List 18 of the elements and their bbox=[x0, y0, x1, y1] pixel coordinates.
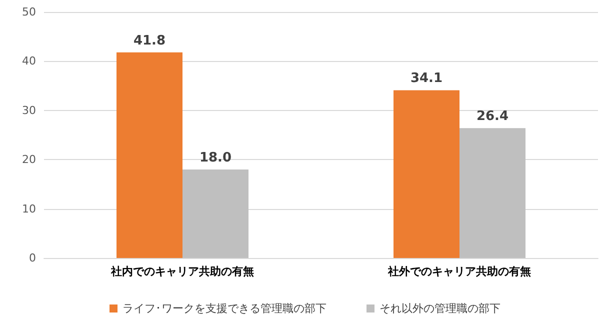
y-tick-label: 30 bbox=[22, 104, 36, 117]
y-tick-label: 40 bbox=[22, 54, 36, 68]
y-tick-label: 10 bbox=[22, 202, 36, 216]
bar bbox=[394, 90, 460, 258]
x-tick-label: 社外でのキャリア共助の有無 bbox=[387, 265, 531, 278]
data-label: 26.4 bbox=[476, 109, 509, 124]
legend-label: それ以外の管理職の部下 bbox=[380, 302, 500, 315]
data-label: 41.8 bbox=[133, 33, 166, 48]
y-tick-label: 20 bbox=[22, 153, 36, 166]
legend-label: ライフ･ワークを支援できる管理職の部下 bbox=[122, 302, 326, 315]
bar bbox=[116, 52, 182, 258]
bar bbox=[182, 169, 248, 258]
x-tick-label: 社内でのキャリア共助の有無 bbox=[110, 265, 254, 278]
data-label: 34.1 bbox=[410, 71, 443, 86]
data-label: 18.0 bbox=[199, 150, 232, 166]
y-tick-label: 50 bbox=[22, 6, 36, 18]
bar bbox=[460, 128, 526, 258]
y-tick-label: 0 bbox=[29, 252, 36, 264]
